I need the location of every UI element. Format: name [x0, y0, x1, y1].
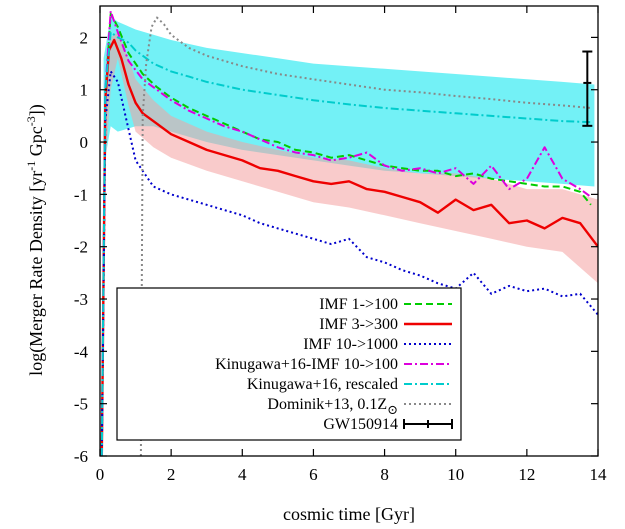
y-axis-title-main: log(Merger Rate Density [yr [26, 171, 47, 376]
x-axis-title: cosmic time [Gyr] [283, 504, 415, 524]
y-tick-label: 1 [80, 81, 89, 100]
y-tick-label: 0 [80, 133, 89, 152]
y-axis-title-sup2: -3 [24, 116, 38, 126]
y-tick-label: -3 [74, 290, 88, 309]
y-tick-label: -4 [74, 342, 89, 361]
series-line-kinugawa-16-rescaled [100, 31, 591, 456]
uncertainty-bands [103, 16, 598, 284]
y-axis-title-mid: Gpc [26, 126, 46, 161]
series-line-imf-1-100 [100, 12, 592, 456]
y-tick-label: -2 [74, 238, 88, 257]
legend-label-imf-1-100: IMF 1->100 [319, 296, 398, 313]
y-axis-title-sup1: -1 [24, 161, 38, 171]
legend-box [116, 287, 462, 441]
legend: IMF 1->100 IMF 3->300 IMF 10->1000 Kinugawa… [116, 287, 462, 441]
x-tick-label: 10 [447, 465, 464, 484]
x-tick-label: 0 [96, 465, 105, 484]
y-axis-title: log(Merger Rate Density [yr-1 Gpc-3]) [24, 104, 47, 376]
legend-label-imf-3-300: IMF 3->300 [319, 316, 398, 333]
x-tick-label: 14 [590, 465, 608, 484]
y-tick-label: -6 [74, 447, 88, 466]
legend-solar-symbol: ⊙ [387, 402, 398, 417]
x-tick-label: 4 [238, 465, 247, 484]
x-tick-label: 2 [167, 465, 176, 484]
y-tick-label: -5 [74, 395, 88, 414]
observation-errorbar [582, 50, 593, 127]
legend-label-dominik-13-0-1z: Dominik+13, 0.1Z⊙ [267, 396, 398, 417]
legend-label-gw150914: GW150914 [323, 416, 398, 433]
y-tick-label: 2 [80, 28, 89, 47]
series-lines [100, 10, 598, 456]
legend-label-imf-10-1000: IMF 10->1000 [303, 336, 398, 353]
y-tick-label: -1 [74, 185, 88, 204]
x-tick-label: 12 [518, 465, 535, 484]
band-imf-3-300 [105, 32, 598, 284]
legend-label-kinugawa-16-imf-10-100: Kinugawa+16-IMF 10->100 [215, 356, 398, 373]
y-axis-title-end: ]) [26, 104, 47, 116]
x-tick-label: 8 [380, 465, 389, 484]
plot-frame [99, 5, 599, 457]
x-tick-label: 6 [309, 465, 318, 484]
series-line-imf-3-300 [100, 38, 598, 456]
legend-label-kinugawa-16-rescaled: Kinugawa+16, rescaled [247, 376, 398, 393]
series-line-dominik-13-0-1z [139, 16, 591, 456]
